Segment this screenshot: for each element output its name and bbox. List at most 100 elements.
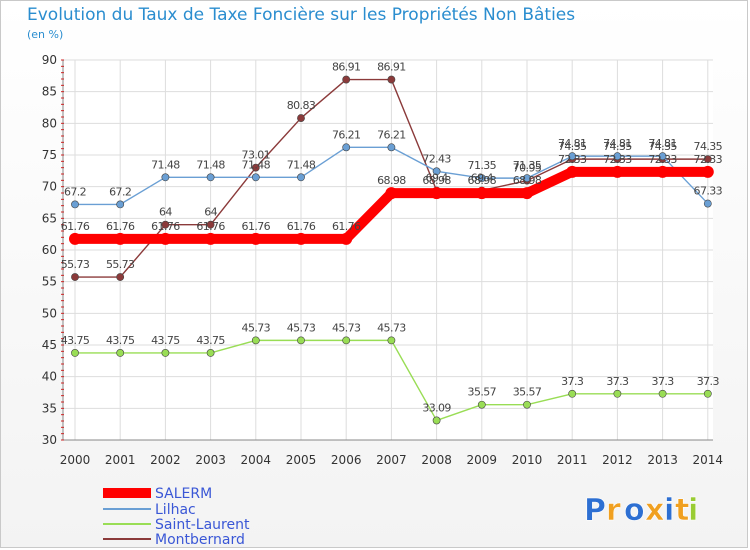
x-tick-label: 2001 (105, 453, 136, 467)
data-label: 43.75 (151, 334, 180, 347)
data-label: 68.98 (422, 174, 451, 187)
data-label: 69.4 (471, 171, 494, 184)
data-point (523, 174, 531, 183)
data-label: 43.75 (196, 334, 225, 347)
data-point (568, 152, 577, 161)
data-point (566, 165, 579, 178)
series-saint-laurent (71, 336, 712, 425)
data-label: 61.76 (242, 220, 271, 233)
legend-label: Montbernard (155, 532, 245, 548)
y-tick-label: 35 (42, 401, 57, 415)
x-tick-label: 2005 (286, 453, 317, 467)
data-label: 33.09 (422, 401, 451, 414)
data-point (385, 187, 398, 200)
x-tick-label: 2012 (602, 453, 633, 467)
data-label: 69.4 (426, 171, 449, 184)
data-label: 45.73 (287, 321, 316, 334)
series-layer (69, 75, 714, 425)
y-tick-label: 75 (42, 148, 57, 162)
data-point (116, 200, 125, 209)
data-label: 74.81 (603, 137, 632, 150)
data-point (658, 389, 667, 398)
data-label: 73.01 (242, 149, 271, 162)
x-tick-label: 2008 (421, 453, 452, 467)
grid (63, 59, 713, 441)
logo-letter: o (624, 493, 645, 528)
data-point (387, 336, 396, 345)
data-label: 76.21 (377, 128, 406, 141)
data-point (251, 163, 260, 172)
data-point (521, 187, 533, 200)
data-label: 74.35 (648, 140, 677, 153)
x-tick-label: 2010 (512, 453, 543, 467)
data-label: 71.48 (151, 158, 180, 171)
data-point (161, 349, 170, 357)
data-point (477, 400, 486, 409)
data-label: 61.76 (106, 220, 135, 233)
data-point (295, 232, 307, 245)
x-tick-label: 2006 (331, 453, 362, 467)
data-label: 64 (159, 206, 172, 219)
data-point (613, 389, 622, 398)
axes: 30 35 40 45 50 55 60 65 70 75 80 85 90 2000 2001 2002 20… (42, 53, 723, 467)
data-label: 71.35 (468, 159, 497, 172)
data-point (342, 75, 351, 84)
data-point (387, 143, 396, 152)
y-tick-label: 60 (42, 243, 57, 257)
data-point (71, 349, 79, 357)
data-label: 86.91 (332, 61, 361, 74)
data-label: 61.76 (151, 220, 180, 233)
data-label: 72.43 (422, 152, 451, 165)
data-point (159, 232, 172, 245)
y-tick-label: 30 (42, 433, 57, 447)
data-point (568, 389, 577, 398)
data-labels: 55.73 55.73 64 64 73.01 80.83 86.91 86.91 69.4 69… (61, 61, 723, 415)
data-label: 43.75 (106, 334, 135, 347)
data-label: 74.81 (648, 137, 677, 150)
data-label: 61.76 (196, 220, 225, 233)
legend-label: Saint-Laurent (155, 517, 250, 533)
data-point (701, 165, 714, 178)
data-label: 37.3 (652, 375, 675, 388)
data-label: 71.48 (196, 158, 225, 171)
data-label: 71.48 (287, 158, 316, 171)
data-point (432, 416, 441, 425)
x-tick-label: 2011 (557, 453, 588, 467)
data-point (206, 173, 215, 182)
data-point (114, 232, 127, 245)
data-point (161, 220, 170, 229)
chart-title: Evolution du Taux de Taxe Foncière sur l… (27, 5, 575, 25)
x-tick-label: 2009 (467, 453, 498, 467)
data-label: 86.91 (377, 61, 406, 74)
logo-letter: i (664, 493, 674, 528)
data-point (116, 273, 125, 281)
x-tick-label: 2004 (241, 453, 272, 467)
y-tick-label: 65 (42, 211, 57, 225)
data-label: 68.98 (468, 174, 497, 187)
data-label: 61.76 (61, 220, 90, 233)
data-point (387, 75, 396, 84)
y-tick-label: 70 (42, 180, 57, 194)
data-label: 61.76 (332, 220, 361, 233)
data-label: 35.57 (513, 386, 542, 399)
data-label: 43.75 (61, 334, 90, 347)
data-label: 67.2 (109, 185, 131, 198)
y-tick-label: 45 (42, 338, 57, 352)
data-point (71, 200, 79, 209)
data-label: 72.33 (603, 153, 632, 166)
y-tick-label: 50 (42, 306, 57, 320)
data-label: 35.57 (468, 386, 497, 399)
data-point (430, 187, 443, 200)
data-point (251, 336, 260, 345)
logo-letter: P (584, 493, 606, 528)
x-tick-label: 2003 (195, 453, 226, 467)
data-point (432, 167, 441, 176)
data-label: 72.33 (558, 153, 587, 166)
data-point (658, 152, 667, 161)
data-label: 37.3 (606, 375, 629, 388)
data-label: 67.2 (64, 185, 86, 198)
data-label: 64 (204, 206, 217, 219)
data-label: 55.73 (106, 258, 135, 271)
logo-letter: x (645, 493, 664, 528)
